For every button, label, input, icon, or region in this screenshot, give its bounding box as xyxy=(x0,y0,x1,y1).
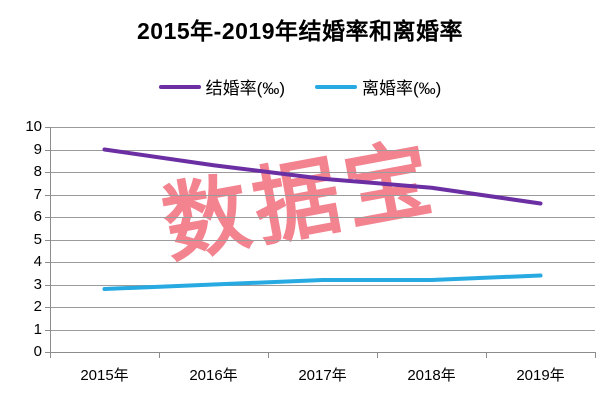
chart-title: 2015年-2019年结婚率和离婚率 xyxy=(137,18,463,44)
legend: 结婚率(‰) 离婚率(‰) xyxy=(0,74,600,99)
x-axis-label: 2015年 xyxy=(80,367,129,384)
y-axis-label: 4 xyxy=(33,253,42,270)
x-axis-label: 2017年 xyxy=(298,367,347,384)
marriage-rate-line xyxy=(102,147,543,206)
y-axis-label: 2 xyxy=(33,298,42,315)
y-axis-label: 10 xyxy=(25,118,42,135)
y-axis-label: 1 xyxy=(33,320,42,338)
legend-label-marriage: 结婚率(‰) xyxy=(205,79,285,98)
y-axis-label: 7 xyxy=(33,185,42,203)
marriage-line-swatch xyxy=(158,84,201,89)
divorce-rate-line xyxy=(102,273,543,291)
y-axis-label: 3 xyxy=(33,275,42,293)
legend-label-divorce: 离婚率(‰) xyxy=(362,79,442,98)
x-axis-label: 2018年 xyxy=(407,367,456,384)
divorce-line-swatch xyxy=(315,84,357,89)
y-axis-label: 0 xyxy=(33,343,42,360)
x-axis-label: 2019年 xyxy=(516,367,565,384)
legend-item-marriage: 结婚率(‰) xyxy=(158,74,285,99)
y-axis-label: 5 xyxy=(33,230,42,248)
y-axis-label: 8 xyxy=(33,163,42,180)
y-axis-label: 9 xyxy=(33,140,42,158)
legend-item-divorce: 离婚率(‰) xyxy=(315,74,441,99)
y-axis-label: 6 xyxy=(33,208,42,225)
x-axis-label: 2016年 xyxy=(189,367,238,384)
